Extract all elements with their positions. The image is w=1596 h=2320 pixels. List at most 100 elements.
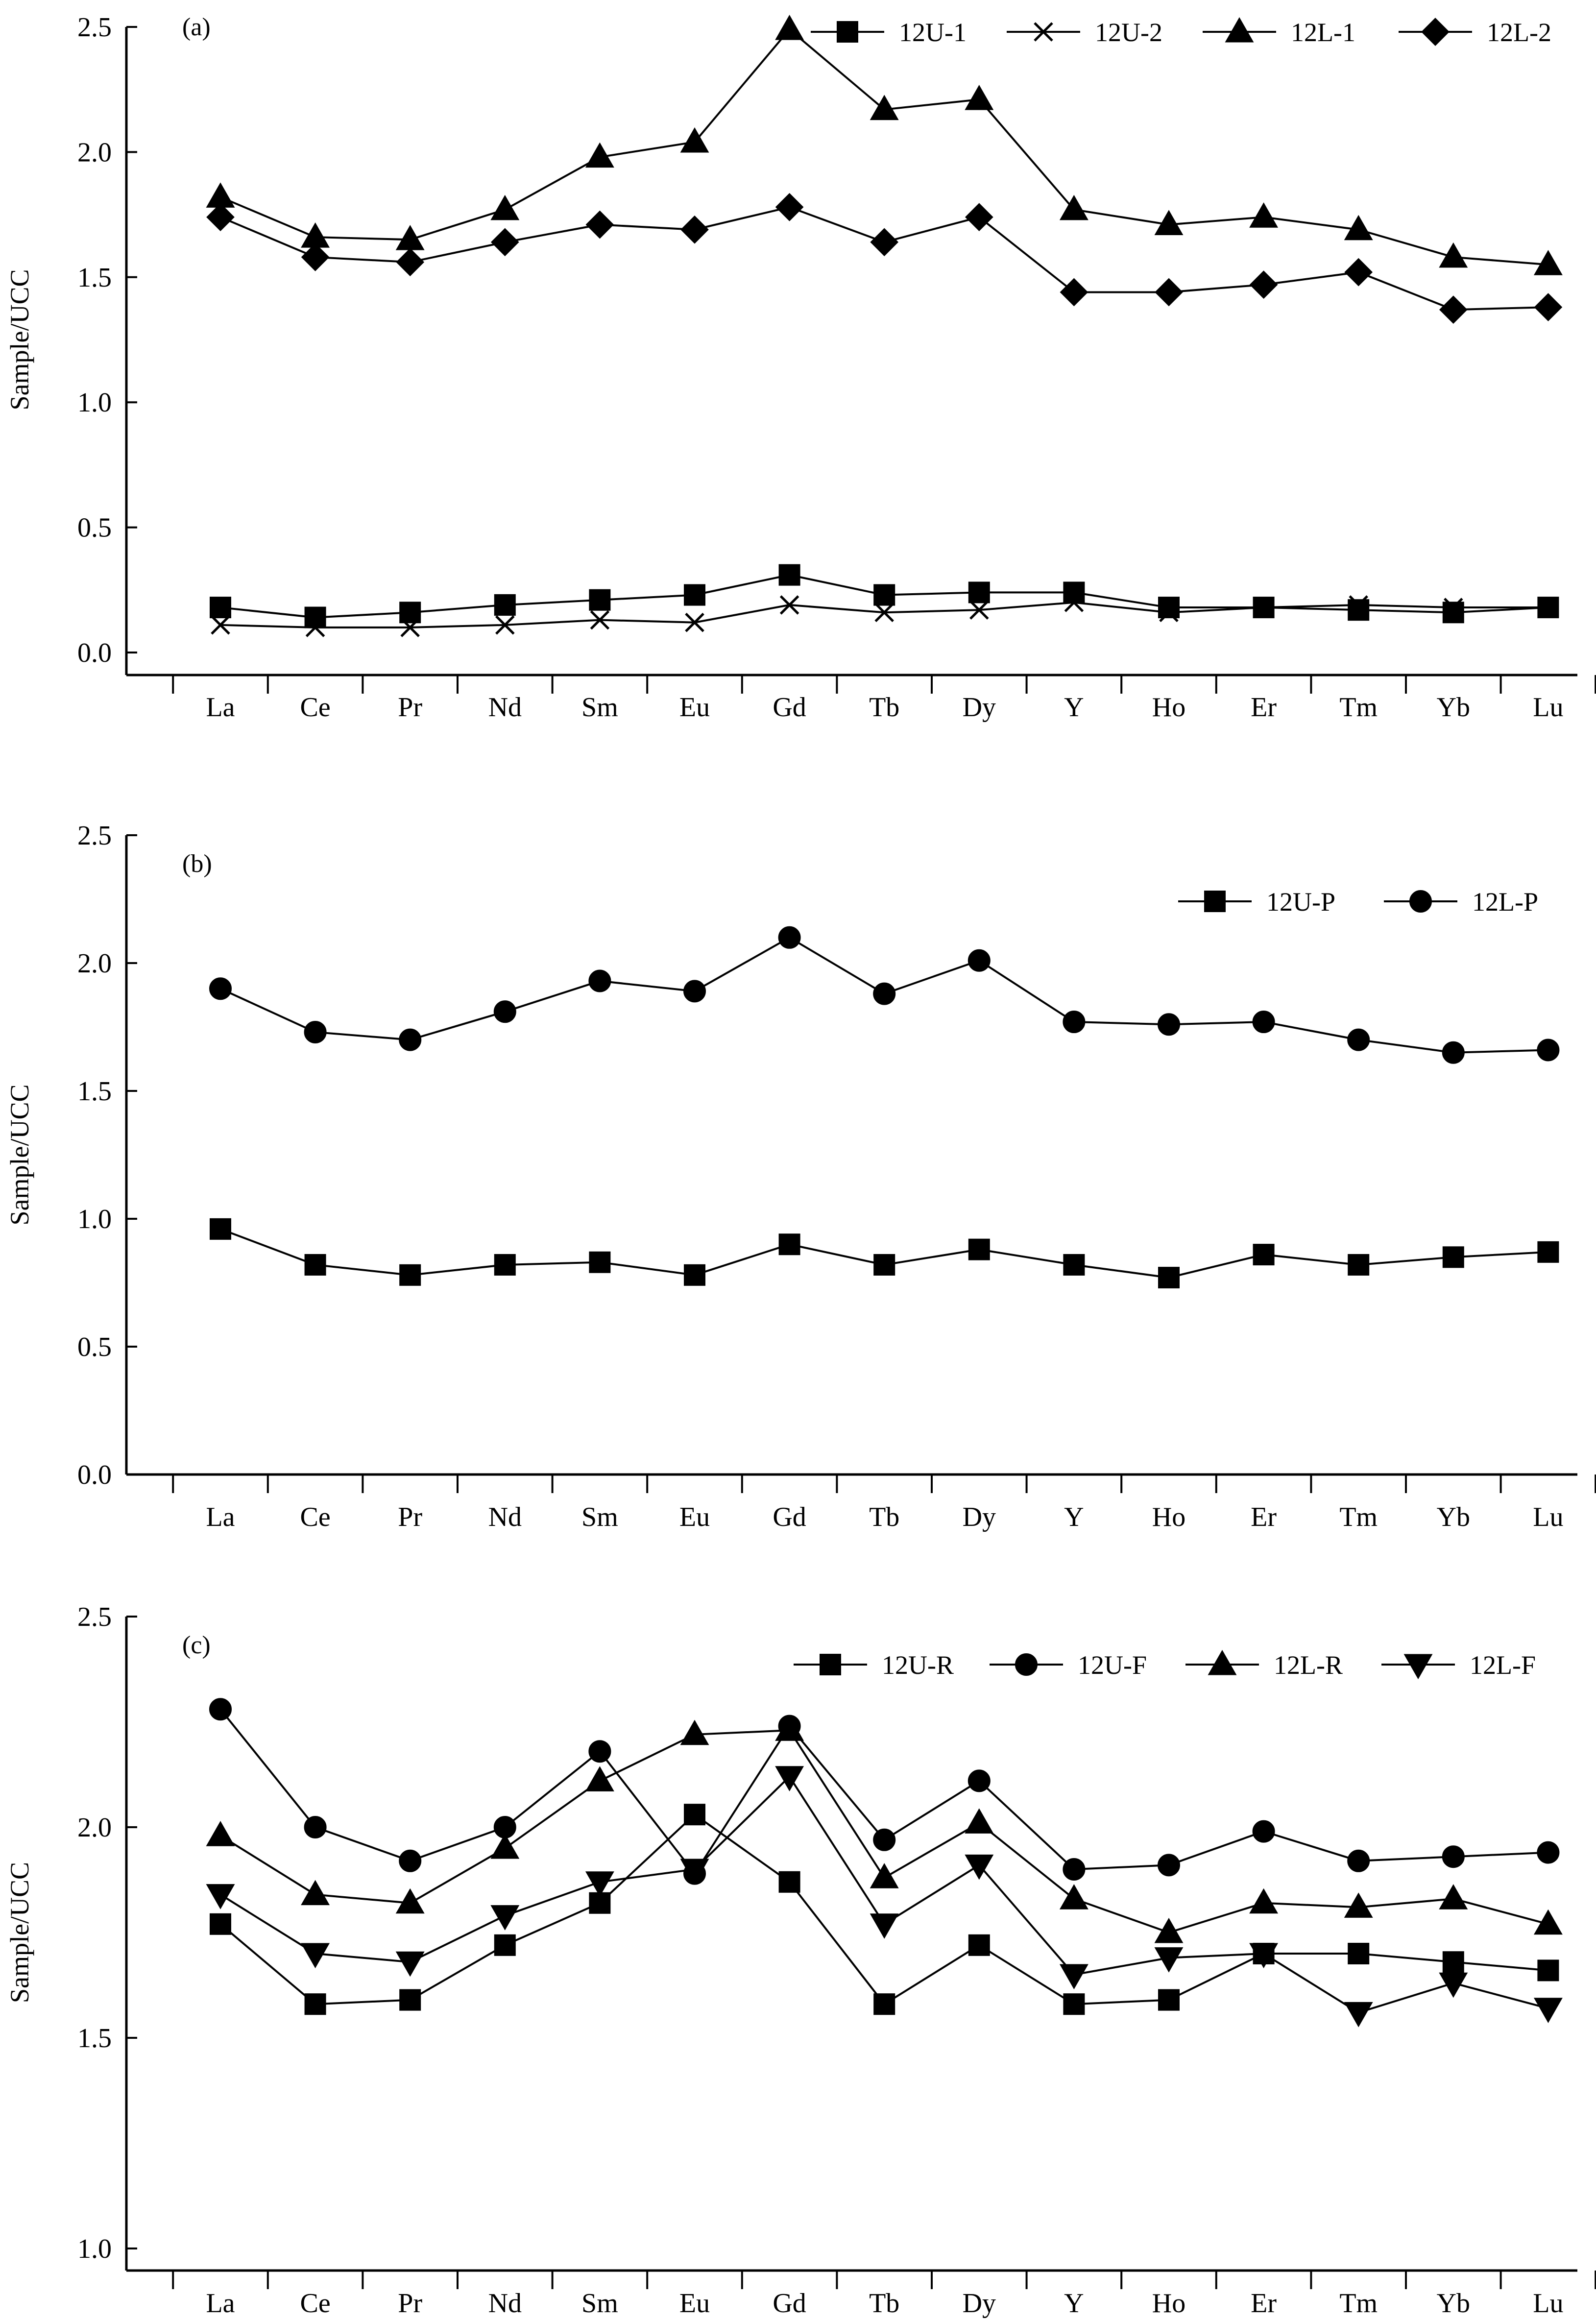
data-point-tm bbox=[1347, 1849, 1370, 1872]
data-point-dy bbox=[968, 581, 990, 604]
series-12l-f bbox=[206, 1766, 1563, 2028]
data-point-lu bbox=[1538, 598, 1558, 617]
data-point-y bbox=[1063, 1858, 1086, 1881]
data-point-er bbox=[1254, 598, 1274, 617]
data-point-ce bbox=[301, 1943, 330, 1969]
data-point-la bbox=[206, 1884, 235, 1909]
data-point-gd bbox=[775, 193, 804, 221]
data-point-tm bbox=[1348, 599, 1370, 621]
x-tick-label-pr: Pr bbox=[398, 692, 422, 723]
data-point-yb bbox=[1442, 1041, 1465, 1064]
data-point-tb bbox=[870, 1913, 899, 1939]
data-point-eu bbox=[684, 1264, 705, 1286]
legend-item-12l-1: 12L-1 bbox=[1203, 17, 1355, 47]
data-point-er bbox=[1252, 1011, 1275, 1034]
y-axis-title: Sample/UCC bbox=[5, 1862, 34, 2003]
legend-marker bbox=[1403, 1654, 1433, 1680]
x-tick-label-tb: Tb bbox=[869, 2288, 899, 2319]
y-axis-title: Sample/UCC bbox=[5, 269, 34, 410]
data-point-lu bbox=[1537, 1841, 1560, 1864]
data-point-tb bbox=[873, 1254, 895, 1276]
x-tick-label-y: Y bbox=[1064, 692, 1084, 723]
y-tick-label: 0.5 bbox=[77, 513, 112, 543]
data-point-ho bbox=[1158, 1854, 1180, 1877]
x-tick-label-la: La bbox=[206, 2288, 235, 2319]
x-tick-label-tm: Tm bbox=[1339, 692, 1378, 723]
data-point-er bbox=[1253, 1244, 1275, 1266]
legend-marker bbox=[1409, 890, 1432, 913]
x-tick-label-sm: Sm bbox=[581, 692, 618, 723]
data-point-sm bbox=[585, 210, 614, 239]
data-point-tm bbox=[1344, 1892, 1373, 1918]
data-point-lu bbox=[1533, 1998, 1563, 2023]
panel-label: (c) bbox=[182, 1631, 211, 1659]
legend-marker bbox=[837, 21, 858, 43]
data-point-er bbox=[1249, 270, 1278, 299]
x-tick-label-sm: Sm bbox=[581, 2288, 618, 2319]
x-tick-label-tm: Tm bbox=[1339, 2288, 1378, 2319]
y-tick-label: 0.0 bbox=[77, 638, 112, 668]
x-tick-label-tm: Tm bbox=[1339, 1502, 1378, 1532]
x-tick-label-ce: Ce bbox=[300, 692, 330, 723]
data-point-gd bbox=[778, 1233, 800, 1256]
legend: 12U-R 12U-F 12L-R 12L-F bbox=[794, 1649, 1536, 1680]
x-tick-label-y: Y bbox=[1064, 2288, 1084, 2319]
y-axis-title: Sample/UCC bbox=[5, 1084, 34, 1225]
data-point-lu bbox=[1534, 293, 1563, 321]
data-point-ce bbox=[305, 618, 325, 637]
series-12u-r bbox=[210, 1804, 1559, 2015]
chart-panel-b: 0.0 0.5 1.0 1.5 2.0 2.5 La Ce Pr Nd Sm Eu Gd Tb Dy Y Ho E… bbox=[5, 821, 1596, 1532]
series-12l-1 bbox=[206, 15, 1563, 275]
y-tick-label: 2.0 bbox=[77, 1812, 112, 1843]
x-tick-label-lu: Lu bbox=[1533, 1502, 1563, 1532]
data-point-lu bbox=[1533, 1909, 1563, 1935]
data-point-ce bbox=[304, 606, 326, 628]
data-point-ho bbox=[1159, 603, 1179, 623]
data-point-ho bbox=[1154, 1947, 1184, 1973]
data-point-la bbox=[209, 977, 232, 1000]
series-12l-r bbox=[206, 1716, 1563, 1943]
data-point-tm bbox=[1344, 258, 1373, 287]
data-point-lu bbox=[1533, 250, 1563, 275]
data-point-yb bbox=[1439, 295, 1468, 324]
data-point-tb bbox=[873, 1993, 895, 2015]
legend-label: 12U-R bbox=[882, 1650, 954, 1680]
data-point-ce bbox=[304, 1816, 327, 1838]
data-point-dy bbox=[968, 1238, 990, 1260]
data-point-dy bbox=[968, 1934, 990, 1956]
legend-label: 12U-2 bbox=[1095, 18, 1162, 47]
x-tick-label-y: Y bbox=[1064, 1502, 1084, 1532]
data-point-gd bbox=[778, 1871, 800, 1893]
data-point-ce bbox=[304, 1993, 326, 2015]
data-point-sm bbox=[590, 610, 610, 630]
data-point-ce bbox=[301, 1880, 330, 1906]
data-point-tm bbox=[1348, 1254, 1370, 1276]
x-tick-label-lu: Lu bbox=[1533, 692, 1563, 723]
y-tick-label: 0.0 bbox=[77, 1460, 112, 1490]
legend-item-12u-r: 12U-R bbox=[794, 1650, 954, 1680]
data-point-ho bbox=[1158, 1267, 1180, 1289]
data-point-gd bbox=[779, 595, 799, 615]
legend-item-12l-r: 12L-R bbox=[1185, 1649, 1343, 1680]
data-point-y bbox=[1059, 1884, 1088, 1909]
x-tick-label-pr: Pr bbox=[398, 1502, 422, 1532]
legend-marker bbox=[1015, 1653, 1038, 1676]
data-point-nd bbox=[490, 228, 519, 257]
chart-panel-c: 1.0 1.5 2.0 2.5 La Ce Pr Nd Sm Eu Gd Tb Dy Y Ho Er Tm Yb L… bbox=[5, 1602, 1596, 2319]
data-point-lu bbox=[1537, 1241, 1559, 1263]
panel-label: (a) bbox=[182, 13, 211, 41]
data-point-pr bbox=[395, 225, 425, 250]
data-point-pr bbox=[399, 1849, 422, 1872]
y-tick-label: 0.5 bbox=[77, 1332, 112, 1362]
data-point-yb bbox=[1442, 1845, 1465, 1868]
x-tick-label-lu: Lu bbox=[1533, 2288, 1563, 2319]
data-point-gd bbox=[775, 1766, 804, 1791]
data-point-lu bbox=[1537, 1039, 1560, 1062]
legend: 12U-1 12U-2 12L-1 12L-2 bbox=[811, 17, 1551, 47]
data-point-nd bbox=[495, 615, 515, 635]
legend-label: 12L-F bbox=[1470, 1650, 1536, 1680]
legend-marker bbox=[1208, 1649, 1237, 1675]
data-point-lu bbox=[1537, 1959, 1559, 1982]
series-12u-f bbox=[209, 1698, 1560, 1885]
